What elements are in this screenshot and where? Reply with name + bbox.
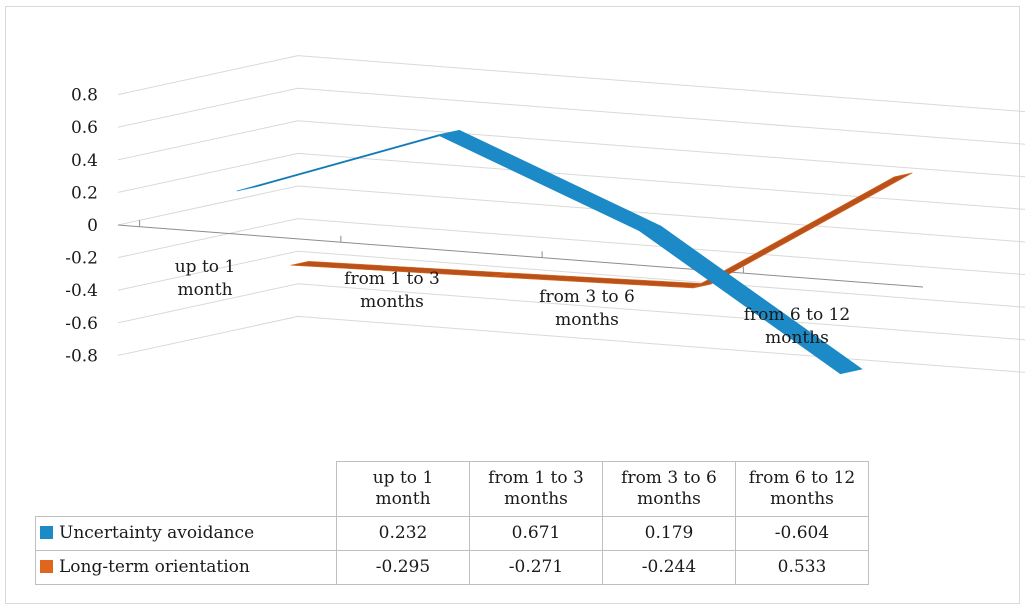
legend-swatch-orange	[40, 560, 53, 573]
x-tick-label: month	[177, 280, 232, 300]
x-tick-label: from 1 to 3	[344, 269, 440, 289]
chart-frame	[5, 6, 1020, 604]
y-tick-label: -0.8	[65, 346, 98, 366]
x-tick-label: months	[555, 310, 619, 330]
header-line: from 6 to 12	[748, 468, 856, 488]
x-tick-label: months	[360, 292, 424, 312]
y-tick-label: 0.2	[71, 183, 98, 203]
data-table-cell: -0.271	[469, 550, 603, 585]
data-table-header-cell: from 3 to 6 months	[602, 461, 736, 517]
x-tick-label: from 6 to 12	[744, 305, 851, 325]
gridline	[117, 283, 1025, 341]
legend-entry-long-term-orientation: Long-term orientation	[35, 550, 337, 585]
data-table-cell: -0.295	[336, 550, 470, 585]
data-table-cell: 0.671	[469, 516, 603, 551]
gridline	[117, 218, 1025, 276]
y-tick-label: -0.6	[65, 314, 98, 334]
data-table-header-cell: up to 1 month	[336, 461, 470, 517]
data-table-cell: 0.533	[735, 550, 869, 585]
y-tick-label: 0	[87, 216, 98, 236]
y-tick-label: 0.8	[71, 86, 98, 106]
x-tick-label: from 3 to 6	[539, 287, 635, 307]
y-tick-label: -0.4	[65, 281, 98, 301]
data-table: up to 1 month from 1 to 3 months from 3 …	[35, 461, 869, 585]
legend-label: Long-term orientation	[59, 557, 250, 577]
header-line: months	[504, 489, 568, 509]
data-table-corner	[35, 461, 337, 517]
header-line: months	[770, 489, 834, 509]
y-tick-label: -0.2	[65, 249, 98, 269]
data-table-cell: 0.232	[336, 516, 470, 551]
gridline	[117, 87, 1025, 145]
data-table-row-long-term-orientation: Long-term orientation -0.295 -0.271 -0.2…	[35, 550, 869, 585]
x-tick-label: up to 1	[175, 257, 236, 277]
data-table-row-uncertainty-avoidance: Uncertainty avoidance 0.232 0.671 0.179 …	[35, 516, 869, 551]
x-axis-line	[117, 224, 924, 288]
header-line: month	[375, 489, 431, 509]
line-segment	[692, 172, 913, 289]
category-labels: up to 1 month from 1 to 3 months from 3 to 6…	[175, 257, 851, 348]
gridline	[117, 185, 1025, 243]
x-tick-label: months	[765, 328, 829, 348]
data-table-cell: -0.604	[735, 516, 869, 551]
legend-swatch-blue	[40, 526, 53, 539]
axis-layer	[117, 220, 924, 288]
header-line: months	[637, 489, 701, 509]
data-table-cell: 0.179	[602, 516, 736, 551]
gridline	[117, 120, 1025, 178]
data-table-header-cell: from 1 to 3 months	[469, 461, 603, 517]
y-tick-label: 0.6	[71, 118, 98, 138]
gridline	[117, 250, 1025, 308]
line-segment	[638, 225, 863, 375]
gridline	[117, 152, 1025, 210]
y-tick-label: 0.4	[71, 151, 98, 171]
series-layer	[236, 129, 913, 375]
line-segment	[436, 129, 662, 231]
line-segment	[236, 130, 460, 192]
data-table-header-cell: from 6 to 12 months	[735, 461, 869, 517]
header-line: up to 1	[372, 468, 434, 488]
data-table-header-row: up to 1 month from 1 to 3 months from 3 …	[35, 461, 869, 517]
gridline	[117, 55, 1025, 113]
header-line: from 1 to 3	[488, 468, 584, 488]
data-table-cell: -0.244	[602, 550, 736, 585]
series-uncertainty-avoidance	[236, 129, 863, 375]
legend-label: Uncertainty avoidance	[59, 523, 255, 543]
legend-entry-uncertainty-avoidance: Uncertainty avoidance	[35, 516, 337, 551]
series-long-term-orientation	[290, 172, 913, 289]
y-tick-labels: 0.8 0.6 0.4 0.2 0 -0.2 -0.4 -0.6 -0.8	[65, 86, 98, 367]
header-line: from 3 to 6	[621, 468, 717, 488]
